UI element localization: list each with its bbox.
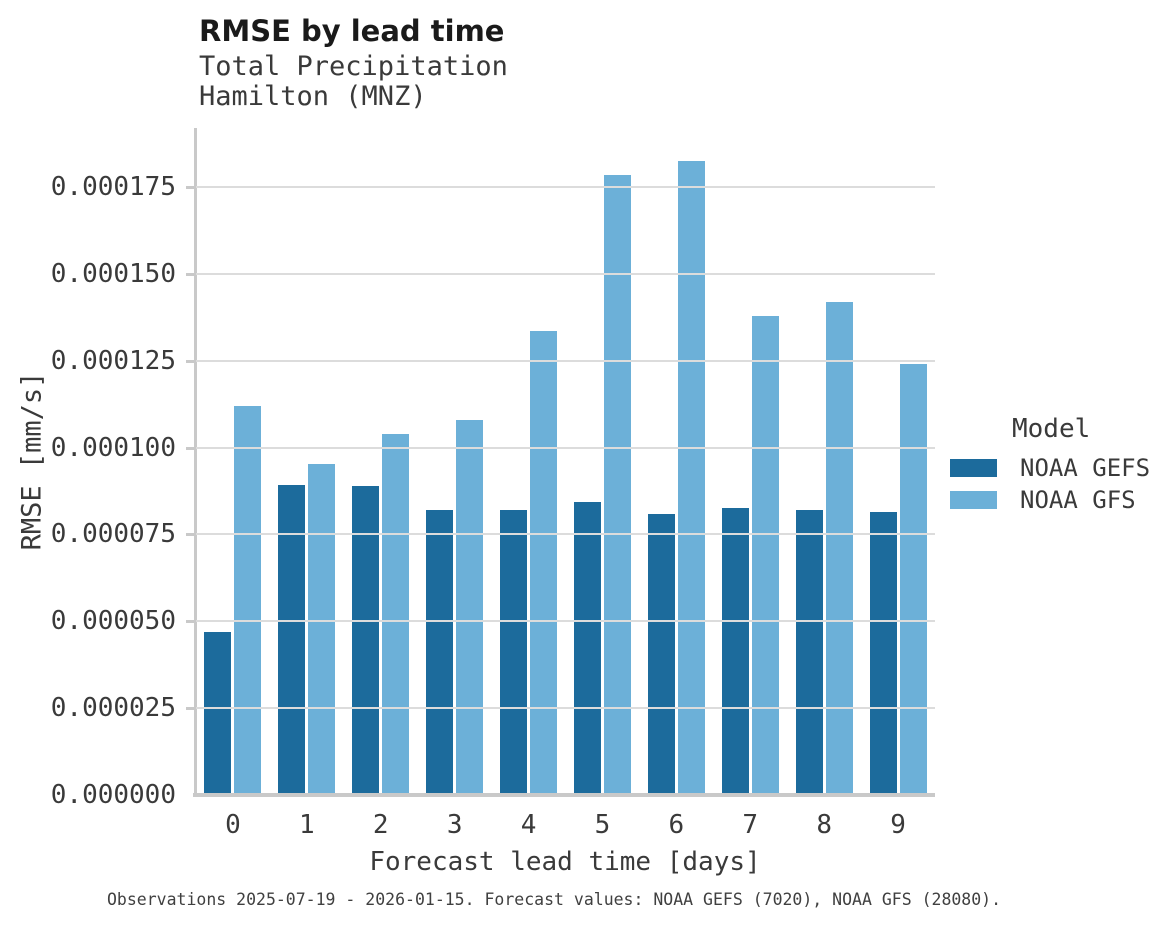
x-tick-label: 7: [742, 810, 759, 840]
x-axis-title: Forecast lead time [days]: [369, 847, 761, 877]
bar-noaa-gefs-day-4: [500, 510, 528, 795]
gridline: [196, 446, 935, 449]
bar-noaa-gefs-day-9: [869, 511, 897, 795]
x-tick-label: 0: [225, 810, 241, 840]
y-tick-label: 0.000025: [50, 693, 176, 724]
bar-noaa-gfs-day-6: [677, 161, 705, 795]
chart-subtitle-variable: Total Precipitation: [199, 51, 508, 82]
bar-noaa-gfs-day-5: [603, 174, 631, 795]
y-tick-mark: [186, 620, 196, 624]
gridline: [196, 620, 935, 623]
y-axis-title: RMSE [mm/s]: [16, 371, 48, 551]
bar-noaa-gefs-day-1: [278, 485, 306, 795]
legend-item-gfs: NOAA GFS: [950, 486, 1136, 514]
plot-area: [196, 128, 935, 795]
bar-noaa-gfs-day-7: [751, 315, 779, 795]
caption: Observations 2025-07-19 - 2026-01-15. Fo…: [107, 890, 1002, 909]
y-tick-mark: [186, 186, 196, 190]
x-tick-label: 5: [594, 810, 611, 840]
y-tick-label: 0.000125: [50, 345, 176, 376]
bar-noaa-gfs-day-8: [825, 301, 853, 795]
bar-noaa-gfs-day-1: [308, 463, 336, 795]
x-tick-label: 1: [299, 810, 315, 840]
legend-label-gfs: NOAA GFS: [1020, 486, 1136, 514]
y-tick-mark: [186, 446, 196, 450]
x-tick-label: 9: [890, 810, 906, 840]
y-tick-mark: [186, 272, 196, 276]
legend-label-gefs: NOAA GEFS: [1020, 454, 1151, 482]
bar-noaa-gfs-day-4: [530, 331, 558, 795]
x-tick-label: 6: [668, 810, 685, 840]
x-tick-label: 8: [816, 810, 832, 840]
bar-noaa-gefs-day-6: [647, 513, 675, 795]
bar-noaa-gfs-day-3: [456, 419, 484, 795]
chart-subtitle-location: Hamilton (MNZ): [199, 81, 427, 112]
gridline: [196, 272, 935, 275]
gridline: [196, 707, 935, 710]
y-tick-label: 0.000150: [50, 258, 176, 289]
bar-noaa-gefs-day-5: [573, 501, 601, 795]
bar-noaa-gefs-day-0: [204, 632, 232, 795]
y-tick-label: 0.000050: [50, 606, 176, 637]
y-tick-mark: [186, 707, 196, 711]
gridline: [196, 359, 935, 362]
x-axis-line: [193, 793, 935, 797]
y-tick-mark: [186, 533, 196, 537]
chart-title: RMSE by lead time: [199, 14, 505, 48]
x-tick-label: 3: [446, 810, 463, 840]
x-tick-label: 2: [372, 810, 389, 840]
legend-swatch-gfs: [950, 491, 997, 509]
bar-noaa-gfs-day-2: [382, 433, 410, 795]
x-tick-label: 4: [520, 810, 537, 840]
legend-swatch-gefs: [950, 459, 997, 477]
bar-noaa-gefs-day-2: [352, 486, 380, 795]
legend-item-gefs: NOAA GEFS: [950, 454, 1150, 482]
gridline: [196, 533, 935, 536]
y-tick-label: 0.000175: [50, 172, 176, 203]
y-tick-label: 0.000100: [50, 432, 176, 463]
y-tick-label: 0.000075: [50, 519, 176, 550]
bar-noaa-gefs-day-3: [426, 510, 454, 795]
bar-noaa-gefs-day-7: [721, 508, 749, 795]
bar-noaa-gefs-day-8: [795, 509, 823, 795]
y-tick-mark: [186, 359, 196, 363]
y-tick-label: 0.000000: [50, 780, 176, 810]
legend-title: Model: [1012, 414, 1091, 444]
bar-noaa-gfs-day-0: [234, 405, 262, 795]
y-axis-spine: [194, 128, 197, 797]
bar-noaa-gfs-day-9: [899, 364, 927, 795]
gridline: [196, 186, 935, 189]
